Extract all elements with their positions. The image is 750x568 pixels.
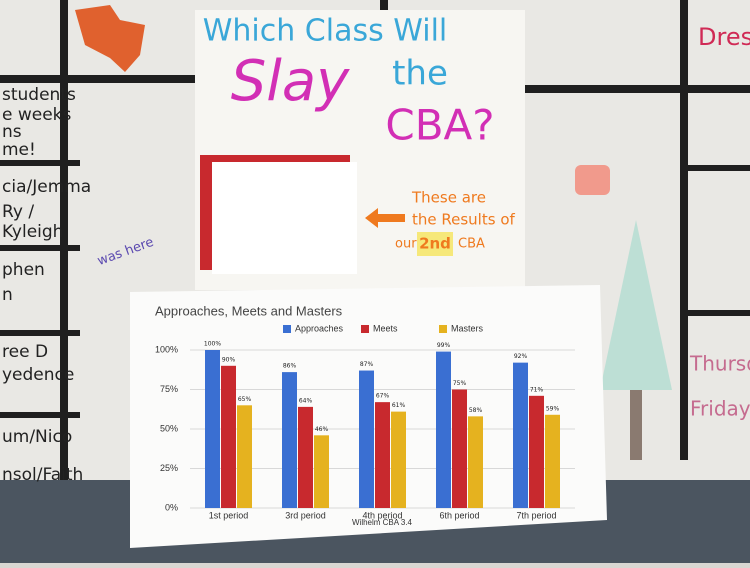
bar: [391, 411, 406, 508]
note: our: [395, 237, 417, 252]
legend-swatch: [439, 325, 447, 333]
legend-swatch: [283, 325, 291, 333]
value-label: 61%: [392, 402, 406, 409]
sticky: [417, 232, 453, 256]
x-tick-label: 6th period: [439, 510, 479, 520]
name-label: n: [2, 285, 13, 305]
legend-swatch: [361, 325, 369, 333]
value-label: 87%: [360, 361, 374, 368]
legend-label: Masters: [451, 323, 484, 333]
value-label: 90%: [222, 356, 236, 363]
name-label: phen: [2, 260, 45, 280]
tape-grid: [0, 0, 750, 500]
x-tick-label: 3rd period: [285, 510, 326, 520]
bar: [298, 406, 313, 508]
bar: [375, 402, 390, 508]
bar: [513, 362, 528, 508]
value-label: 64%: [299, 397, 313, 404]
right-text: Dress: [698, 23, 750, 51]
tree-trunk: [630, 390, 642, 460]
name-label: Ry /: [2, 202, 34, 222]
right-text: Thursday:: [689, 352, 750, 376]
y-tick-label: 75%: [160, 384, 178, 394]
bar: [529, 395, 544, 508]
bar: [436, 351, 451, 508]
value-label: 86%: [283, 363, 297, 370]
bar: [282, 372, 297, 508]
value-label: 65%: [238, 396, 252, 403]
bar: [359, 370, 374, 508]
poster-line: Which Class Will: [203, 14, 448, 49]
note: the Results of: [412, 211, 515, 229]
legend-label: Meets: [373, 323, 398, 333]
note: 2nd: [419, 235, 451, 253]
chart-title: Approaches, Meets and Masters: [155, 303, 343, 318]
value-label: 67%: [376, 393, 390, 400]
name-label: um/Nico: [2, 427, 72, 447]
right-text: Friday:: [690, 397, 750, 421]
value-label: 100%: [204, 341, 221, 348]
x-tick-label: 7th period: [516, 510, 556, 520]
chart-footer: Wilhelm CBA 3.4: [352, 518, 413, 527]
small-chart: [212, 162, 357, 274]
name-label: ree D: [2, 342, 48, 362]
value-label: 75%: [453, 380, 467, 387]
name-label: me!: [2, 140, 36, 160]
name-label: ns: [2, 122, 22, 142]
chart: Approaches, Meets and Masters Wilhelm CB…: [155, 303, 575, 527]
bar: [468, 416, 483, 508]
bar: [205, 350, 220, 508]
timer: [575, 165, 610, 195]
name-label: cia/Jemma: [2, 177, 91, 197]
value-label: 46%: [315, 426, 329, 433]
y-tick-label: 25%: [160, 463, 178, 473]
poster-line: the: [392, 54, 448, 94]
value-label: 99%: [437, 342, 451, 349]
bar: [221, 365, 236, 508]
name-label: yedence: [2, 365, 74, 385]
x-tick-label: 1st period: [209, 510, 249, 520]
bar: [314, 435, 329, 508]
y-tick-label: 50%: [160, 423, 178, 433]
name-label: nsol/Faith: [2, 465, 83, 485]
note: These are: [411, 189, 486, 207]
value-label: 58%: [469, 407, 483, 414]
texas-magnet: [75, 5, 145, 72]
y-tick-label: 100%: [155, 344, 178, 354]
poster-line: Slay: [231, 49, 350, 114]
name-label: Kyleigh: [2, 222, 63, 242]
name-label: e weeks: [2, 105, 72, 125]
poster-line: CBA?: [385, 101, 494, 150]
value-label: 92%: [514, 353, 528, 360]
bar: [237, 405, 252, 508]
bar: [545, 414, 560, 508]
tree: [600, 220, 672, 390]
arrow: [365, 208, 405, 228]
x-tick-label: 4th period: [362, 510, 402, 520]
note: CBA: [458, 237, 485, 252]
bar: [452, 389, 467, 508]
value-label: 71%: [530, 386, 544, 393]
value-label: 59%: [546, 405, 560, 412]
name-label: students: [2, 85, 76, 105]
legend-label: Approaches: [295, 323, 344, 333]
y-tick-label: 0%: [165, 502, 178, 512]
